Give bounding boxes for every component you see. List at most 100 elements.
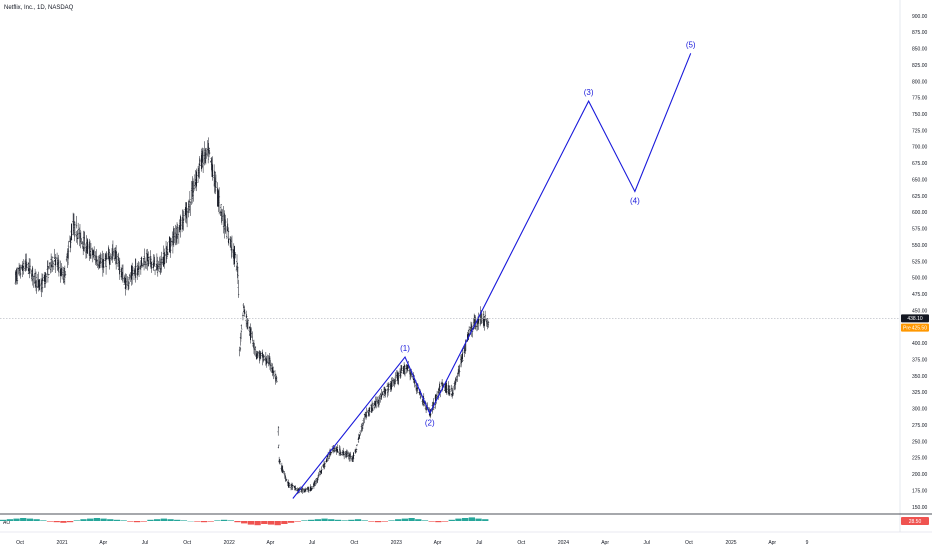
candle bbox=[166, 251, 169, 256]
candle bbox=[118, 257, 121, 280]
candle bbox=[460, 354, 463, 364]
price-tick-label: 250.00 bbox=[912, 439, 928, 445]
candle bbox=[19, 264, 22, 279]
candle bbox=[313, 481, 315, 489]
ao-bar bbox=[455, 518, 462, 521]
candle bbox=[67, 248, 69, 266]
ao-bar bbox=[287, 521, 295, 523]
ao-bar bbox=[381, 521, 388, 522]
candle bbox=[279, 459, 281, 465]
ao-bar bbox=[374, 521, 382, 523]
chart-title: Netflix, Inc., 1D, NASDAQ bbox=[4, 5, 74, 11]
ao-bar bbox=[308, 519, 315, 521]
candle bbox=[204, 147, 207, 165]
candle bbox=[343, 452, 346, 460]
candle bbox=[53, 248, 56, 260]
candle bbox=[75, 215, 78, 229]
wave-label[interactable]: (3) bbox=[584, 88, 594, 97]
candle bbox=[349, 451, 352, 458]
candle bbox=[143, 248, 146, 259]
ao-bar bbox=[6, 519, 13, 521]
candle bbox=[384, 388, 387, 395]
ao-bar bbox=[60, 521, 67, 523]
ao-bar bbox=[448, 519, 455, 521]
candle bbox=[138, 262, 140, 278]
time-tick-label: 2025 bbox=[725, 540, 736, 546]
ao-bar bbox=[468, 517, 476, 521]
candle bbox=[240, 329, 243, 340]
ao-bar bbox=[100, 518, 107, 521]
candle bbox=[213, 164, 216, 187]
price-tick-label: 200.00 bbox=[912, 472, 928, 478]
ao-bar bbox=[421, 520, 429, 521]
candle bbox=[124, 273, 127, 296]
time-axis[interactable]: Oct 2021 Apr Jul Oct 2022 Apr Jul Oct 2023 Apr Jul O… bbox=[16, 540, 809, 546]
candle bbox=[47, 260, 49, 283]
candle bbox=[229, 236, 232, 248]
price-tick-label: 500.00 bbox=[912, 276, 928, 282]
ao-bar bbox=[214, 520, 221, 521]
price-tick-label: 375.00 bbox=[912, 358, 928, 364]
candle bbox=[35, 271, 37, 292]
ao-bar bbox=[200, 521, 208, 523]
wave-label[interactable]: (2) bbox=[425, 418, 435, 427]
price-tick-label: 325.00 bbox=[912, 390, 928, 396]
candle bbox=[215, 174, 217, 189]
candle bbox=[128, 277, 130, 290]
time-tick-label: 2024 bbox=[558, 540, 569, 546]
wave-label[interactable]: (4) bbox=[630, 196, 640, 205]
time-tick-label: Apr bbox=[768, 540, 776, 546]
candle bbox=[29, 258, 31, 274]
ao-bar bbox=[40, 520, 47, 521]
candle bbox=[275, 377, 278, 383]
candle bbox=[83, 231, 86, 252]
candle bbox=[205, 149, 208, 159]
elliott-wave-line[interactable] bbox=[292, 53, 692, 499]
candle bbox=[224, 214, 227, 234]
candle bbox=[35, 280, 38, 294]
candle bbox=[245, 310, 248, 328]
candle bbox=[189, 201, 192, 216]
last-price-text: 438.10 bbox=[907, 316, 923, 322]
candle bbox=[150, 256, 152, 269]
price-tick-label: 825.00 bbox=[912, 63, 928, 69]
candle bbox=[188, 191, 191, 204]
time-tick-label: Jul bbox=[476, 540, 482, 546]
candle bbox=[227, 238, 230, 244]
candle bbox=[454, 382, 456, 391]
ao-bar bbox=[368, 521, 375, 522]
ao-bar bbox=[147, 519, 154, 521]
ao-bar bbox=[80, 519, 87, 521]
candle bbox=[459, 354, 462, 368]
candle bbox=[102, 253, 105, 273]
wave-label[interactable]: (5) bbox=[686, 40, 696, 49]
ao-bar bbox=[321, 518, 328, 521]
candle bbox=[54, 253, 57, 266]
candle bbox=[324, 461, 326, 468]
candle bbox=[358, 434, 361, 440]
candle bbox=[48, 262, 51, 269]
candle bbox=[169, 237, 172, 258]
candle bbox=[311, 486, 313, 490]
candle bbox=[91, 247, 94, 255]
candle bbox=[79, 224, 81, 239]
candle bbox=[199, 158, 201, 166]
time-tick-label: Apr bbox=[601, 540, 609, 546]
wave-label[interactable]: (1) bbox=[400, 344, 410, 353]
pre-market-label: Pre bbox=[903, 325, 911, 331]
candle bbox=[365, 407, 368, 418]
candle bbox=[221, 209, 224, 221]
price-tick-label: 450.00 bbox=[912, 308, 928, 314]
candle bbox=[237, 266, 239, 285]
candle bbox=[160, 251, 163, 273]
candle bbox=[106, 254, 108, 260]
ao-bar bbox=[348, 519, 355, 521]
candle bbox=[214, 171, 217, 195]
candle bbox=[136, 262, 139, 280]
candle bbox=[179, 216, 182, 238]
ao-indicator-label[interactable]: AO bbox=[3, 520, 10, 526]
candle bbox=[438, 381, 441, 392]
candle bbox=[125, 273, 128, 289]
